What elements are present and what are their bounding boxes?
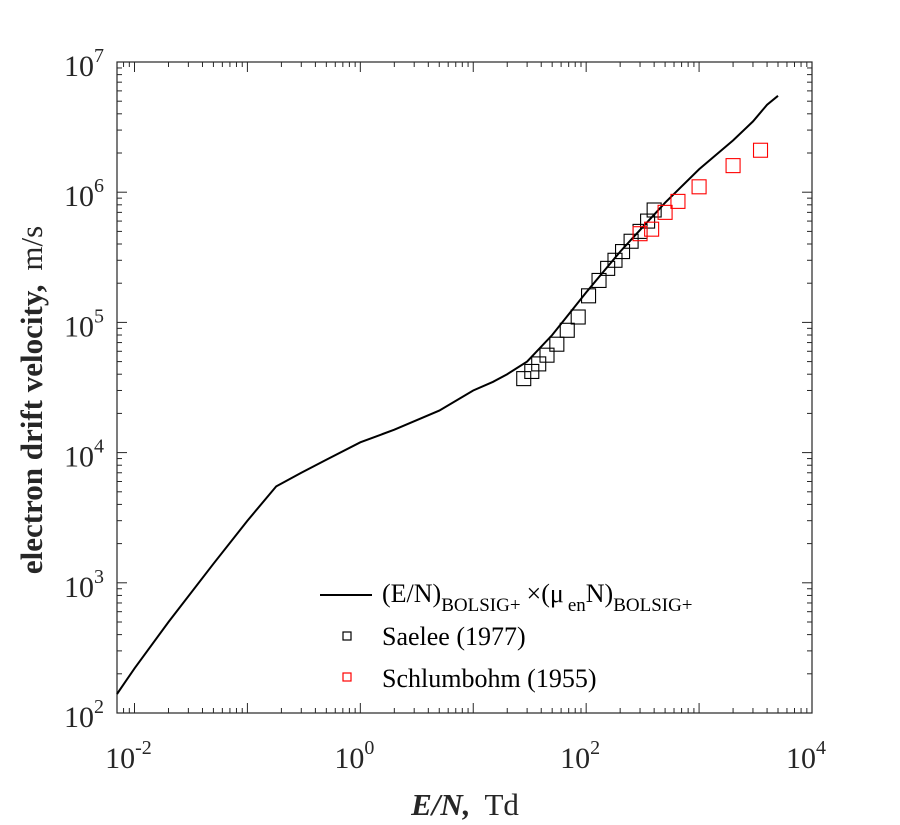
marker-schlumbohm (632, 226, 648, 242)
legend-marker-saelee (342, 631, 352, 641)
legend: (E/N)BOLSIG+ ×(μ enN)BOLSIG+ Saelee (1977)… (320, 579, 693, 693)
legend-model-part3: N) (586, 579, 613, 608)
y-tick-label: 105 (64, 305, 104, 343)
x-axis-label: E/N, Td (410, 787, 519, 822)
y-tick-label: 102 (64, 696, 104, 734)
legend-model-sub3: BOLSIG+ (613, 595, 692, 616)
legend-model-sub1: BOLSIG+ (441, 595, 520, 616)
y-axis-label-unit: m/s (14, 226, 49, 271)
x-tick-labels: 10-2 100 102 104 (105, 737, 826, 775)
marker-saelee (607, 252, 623, 268)
marker-schlumbohm (752, 142, 769, 158)
legend-label-schlumbohm: Schlumbohm (1955) (382, 664, 597, 693)
axis-ticks (116, 62, 812, 714)
y-tick-labels: 102 103 104 105 106 107 (64, 45, 104, 734)
y-axis-label-main: electron drift velocity, (14, 285, 49, 575)
marker-schlumbohm (670, 193, 686, 209)
y-tick-label: 107 (64, 45, 104, 83)
x-tick-label: 102 (560, 737, 600, 775)
legend-model-part1: (E/N) (382, 579, 441, 608)
y-tick-label: 103 (64, 566, 104, 604)
legend-label-model: (E/N)BOLSIG+ ×(μ enN)BOLSIG+ (382, 579, 693, 616)
marker-saelee (559, 322, 575, 338)
legend-marker-schlumbohm (342, 672, 352, 682)
marker-saelee (623, 233, 639, 249)
legend-model-sub2: en (568, 595, 586, 616)
plot-area (116, 61, 813, 714)
y-tick-label: 106 (64, 175, 104, 213)
marker-saelee (591, 272, 607, 288)
marker-saelee (531, 356, 547, 372)
legend-model-part2: ×(μ (527, 579, 564, 608)
legend-label-saelee: Saelee (1977) (382, 622, 526, 651)
marker-saelee (646, 202, 662, 218)
series-line-model (116, 95, 779, 695)
x-tick-label: 100 (334, 737, 374, 775)
marker-saelee (539, 347, 555, 363)
x-tick-label: 10-2 (105, 737, 152, 775)
marker-schlumbohm (691, 179, 707, 195)
marker-schlumbohm (657, 204, 673, 220)
x-tick-label: 104 (786, 737, 826, 775)
marker-schlumbohm (644, 221, 660, 237)
marker-saelee (581, 288, 597, 304)
marker-saelee (614, 244, 631, 260)
x-axis-label-unit: Td (485, 787, 520, 822)
series-layer (116, 95, 779, 695)
x-axis-label-main: E/N, (410, 787, 470, 822)
marker-schlumbohm (725, 158, 741, 174)
marker-saelee (570, 309, 586, 325)
y-axis-label: electron drift velocity, m/s (14, 226, 49, 574)
marker-saelee (549, 336, 565, 352)
y-tick-label: 104 (64, 436, 104, 474)
